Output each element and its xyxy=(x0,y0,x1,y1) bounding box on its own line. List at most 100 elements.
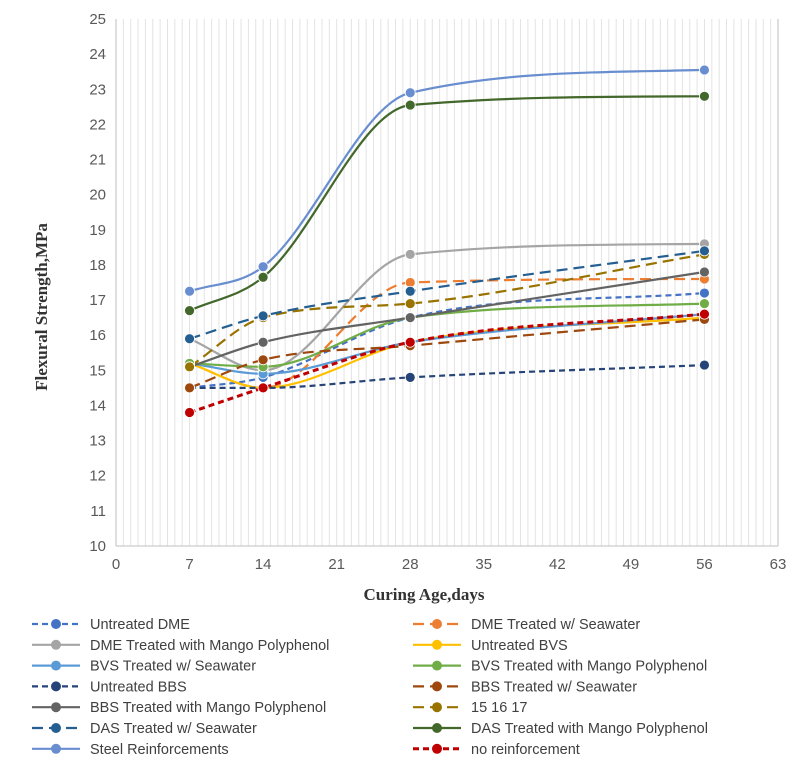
data-point-steel-reinforcements xyxy=(404,87,416,99)
legend-swatch-marker xyxy=(432,743,442,754)
y-tick-label: 23 xyxy=(89,81,106,98)
y-tick-label: 18 xyxy=(89,257,106,274)
x-tick-label: 7 xyxy=(185,556,193,573)
data-point-steel-reinforcements xyxy=(699,64,710,76)
legend-item-das-treated-with-mango-polyphenol: DAS Treated with Mango Polyphenol xyxy=(413,721,708,737)
series-line-15-16-17 xyxy=(188,253,705,368)
legend-label: no reinforcement xyxy=(471,742,580,758)
legend: Untreated DME DME Treated w/ Seawater DME … xyxy=(32,617,708,758)
data-point-dme-treated-with-mango-polyphenol xyxy=(404,248,416,260)
data-point-no-reinforcement xyxy=(404,336,416,348)
data-point-das-treated-w-seawater xyxy=(257,310,269,322)
data-point-bbs-treated-w-seawater xyxy=(257,354,269,366)
data-point-15-16-17 xyxy=(184,361,195,373)
data-point-das-treated-with-mango-polyphenol xyxy=(257,271,269,283)
legend-swatch-marker xyxy=(51,702,61,713)
legend-item-bvs-treated-w-seawater: BVS Treated w/ Seawater xyxy=(32,659,256,675)
legend-swatch-marker xyxy=(51,681,61,692)
legend-label: BVS Treated with Mango Polyphenol xyxy=(471,659,707,675)
legend-item-untreated-bvs: Untreated BVS xyxy=(413,638,568,654)
x-tick-label: 28 xyxy=(402,556,419,573)
data-point-bbs-treated-with-mango-polyphenol xyxy=(699,266,710,278)
legend-swatch-marker xyxy=(51,723,61,733)
legend-label: DAS Treated w/ Seawater xyxy=(90,721,257,737)
y-tick-label: 16 xyxy=(89,327,106,344)
legend-label: Untreated BBS xyxy=(90,679,187,695)
data-point-das-treated-w-seawater xyxy=(699,245,710,257)
legend-label: Untreated DME xyxy=(90,617,190,633)
y-tick-labels: 10 11 12 13 14 15 16 17 18 19 20 21 22 23 24 25 xyxy=(89,11,106,555)
data-point-no-reinforcement xyxy=(257,382,269,394)
y-tick-label: 20 xyxy=(89,187,106,204)
data-point-bbs-treated-with-mango-polyphenol xyxy=(257,336,269,348)
gridlines xyxy=(122,19,772,546)
y-tick-label: 22 xyxy=(89,116,106,133)
legend-item-das-treated-w-seawater: DAS Treated w/ Seawater xyxy=(32,721,257,737)
legend-swatch-marker xyxy=(51,743,61,754)
data-point-das-treated-with-mango-polyphenol xyxy=(184,305,195,317)
y-axis-title: Flexural Strength,MPa xyxy=(32,223,51,391)
legend-label: Steel Reinforcements xyxy=(90,742,229,758)
legend-swatch-marker xyxy=(51,619,61,629)
x-axis-title: Curing Age,days xyxy=(364,585,485,604)
legend-swatch-marker xyxy=(432,681,442,692)
data-point-bbs-treated-with-mango-polyphenol xyxy=(404,312,416,324)
data-point-untreated-bbs xyxy=(699,359,710,371)
legend-item-bvs-treated-with-mango-polyphenol: BVS Treated with Mango Polyphenol xyxy=(413,659,707,675)
legend-swatch-marker xyxy=(51,639,61,650)
y-tick-label: 24 xyxy=(89,46,106,63)
data-point-das-treated-with-mango-polyphenol xyxy=(699,90,710,102)
series-line-steel-reinforcements xyxy=(189,68,705,293)
legend-label: DME Treated with Mango Polyphenol xyxy=(90,638,329,654)
y-tick-label: 25 xyxy=(89,11,106,28)
legend-swatch-marker xyxy=(51,660,61,671)
legend-swatch-marker xyxy=(432,660,442,671)
series-line-untreated-dme xyxy=(189,291,705,389)
y-tick-label: 12 xyxy=(89,468,106,485)
data-point-no-reinforcement xyxy=(699,308,710,320)
legend-item-steel-reinforcements: Steel Reinforcements xyxy=(32,742,229,758)
legend-label: 15 16 17 xyxy=(471,700,527,716)
legend-item-bbs-treated-with-mango-polyphenol: BBS Treated with Mango Polyphenol xyxy=(32,700,326,716)
series-markers xyxy=(184,64,710,418)
y-tick-label: 15 xyxy=(89,362,106,379)
y-tick-label: 14 xyxy=(89,397,106,414)
x-tick-label: 0 xyxy=(112,556,120,573)
series-line-das-treated-w-seawater xyxy=(189,249,705,340)
data-point-15-16-17 xyxy=(404,298,416,309)
legend-item-untreated-bbs: Untreated BBS xyxy=(32,679,187,695)
y-tick-label: 10 xyxy=(89,538,106,555)
x-tick-label: 14 xyxy=(255,556,272,573)
legend-swatch-marker xyxy=(432,619,442,629)
y-tick-label: 19 xyxy=(89,222,106,239)
y-tick-label: 13 xyxy=(89,433,106,450)
legend-label: BVS Treated w/ Seawater xyxy=(90,659,256,675)
series-line-das-treated-with-mango-polyphenol xyxy=(189,95,705,312)
x-tick-label: 63 xyxy=(770,556,787,573)
legend-label: BBS Treated w/ Seawater xyxy=(471,679,637,695)
data-point-das-treated-with-mango-polyphenol xyxy=(404,99,416,111)
legend-label: BBS Treated with Mango Polyphenol xyxy=(90,700,326,716)
legend-label: Untreated BVS xyxy=(471,638,568,654)
legend-item-no-reinforcement: no reinforcement xyxy=(413,742,580,758)
data-point-das-treated-w-seawater xyxy=(404,285,416,297)
data-point-untreated-dme xyxy=(699,287,710,299)
x-tick-labels: 0 7 14 21 28 35 42 49 56 63 xyxy=(112,556,787,573)
data-point-untreated-bbs xyxy=(404,371,416,383)
data-point-das-treated-w-seawater xyxy=(184,333,195,345)
data-point-bvs-treated-with-mango-polyphenol xyxy=(699,298,710,309)
series-line-bbs-treated-w-seawater xyxy=(189,318,705,389)
legend-item-15-16-17: 15 16 17 xyxy=(413,700,527,716)
data-point-steel-reinforcements xyxy=(184,285,195,297)
data-point-steel-reinforcements xyxy=(257,261,269,273)
x-tick-label: 49 xyxy=(623,556,640,573)
series-line-untreated-bbs xyxy=(189,364,705,390)
x-tick-label: 21 xyxy=(328,556,345,573)
data-point-bbs-treated-w-seawater xyxy=(184,382,195,394)
legend-item-bbs-treated-w-seawater: BBS Treated w/ Seawater xyxy=(413,679,637,695)
legend-item-untreated-dme: Untreated DME xyxy=(32,617,190,633)
legend-label: DAS Treated with Mango Polyphenol xyxy=(471,721,708,737)
data-point-no-reinforcement xyxy=(184,407,195,418)
